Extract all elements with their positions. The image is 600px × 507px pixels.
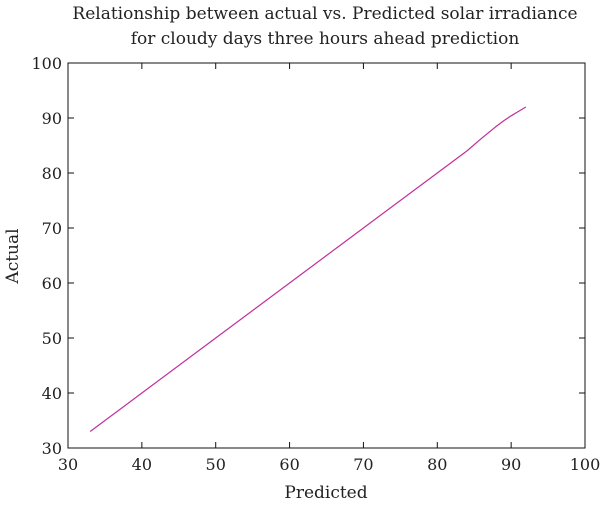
chart-title-line-2: for cloudy days three hours ahead predic… [131, 29, 520, 49]
x-tick-label: 40 [132, 455, 152, 474]
plot-area-frame [67, 62, 586, 449]
y-tick-label: 30 [42, 439, 62, 458]
y-tick-label: 40 [42, 384, 62, 403]
x-axis-label: Predicted [284, 483, 367, 503]
x-tick-label: 30 [58, 455, 78, 474]
y-tick-label: 60 [42, 274, 62, 293]
y-axis-ticks: 30 40 50 60 70 80 90 100 [31, 54, 585, 458]
x-tick-label: 100 [570, 455, 600, 474]
y-tick-label: 50 [42, 329, 62, 348]
x-tick-label: 60 [279, 455, 299, 474]
x-tick-label: 80 [427, 455, 447, 474]
series-line-0 [89, 106, 527, 432]
chart-title-line-1: Relationship between actual vs. Predicte… [72, 4, 577, 24]
x-tick-label: 50 [206, 455, 226, 474]
y-tick-label: 80 [42, 164, 62, 183]
y-tick-label: 100 [31, 54, 62, 73]
y-tick-label: 70 [42, 219, 62, 238]
x-axis-ticks: 30 40 50 60 70 80 90 100 [58, 63, 600, 474]
x-tick-label: 70 [353, 455, 373, 474]
y-axis-label: Actual [3, 228, 23, 284]
y-tick-label: 90 [42, 109, 62, 128]
x-tick-label: 90 [501, 455, 521, 474]
series-layer [89, 106, 527, 432]
